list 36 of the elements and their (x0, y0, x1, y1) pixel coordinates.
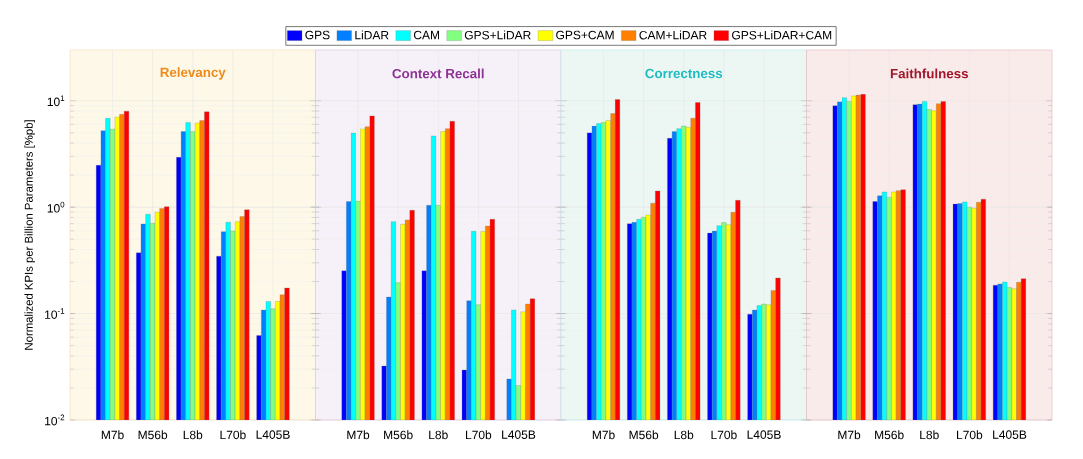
legend-label: GPS (305, 30, 330, 40)
x-tick-label: L8b (183, 430, 203, 440)
legend-label: LiDAR (355, 30, 389, 40)
x-tick-label: L405B (256, 430, 290, 439)
y-tick-label: 10$^{-2}$ (45, 414, 65, 426)
x-tick-label: L405B (502, 430, 536, 439)
x-tick-label: L8b (920, 430, 939, 440)
x-tick-label: M7b (838, 430, 861, 440)
text: Context Recall (392, 68, 484, 79)
x-tick-label: M7b (592, 430, 615, 440)
legend-label: CAM+LiDAR (639, 30, 707, 40)
x-tick-label: L8b (429, 430, 448, 440)
legend-label: GPS+LiDAR+CAM (732, 30, 832, 40)
x-tick-label: L70b (466, 430, 492, 440)
y-tick-label: 10$^{0}$ (47, 201, 65, 213)
x-tick-label: M56b (384, 430, 413, 440)
x-tick-label: M7b (101, 430, 124, 440)
x-tick-label: L70b (957, 430, 983, 440)
text: Relevancy (160, 67, 226, 80)
x-tick-label: L405B (993, 430, 1027, 439)
x-tick-label: L405B (747, 430, 781, 439)
x-tick-label: M56b (138, 430, 168, 440)
x-tick-label: L70b (711, 430, 737, 440)
y-axis-title: Normalized KPIs per Billion Parameters [%pb] (24, 120, 35, 350)
x-tick-label: M56b (875, 430, 904, 440)
text: Faithfulness (890, 68, 968, 79)
y-tick-label: 10$^{1}$ (47, 95, 65, 107)
legend-label: GPS+LiDAR (464, 30, 531, 40)
x-tick-label: L70b (220, 430, 246, 440)
legend-label: GPS+CAM (556, 30, 614, 40)
x-tick-label: M7b (347, 430, 370, 440)
legend-label: CAM (413, 30, 440, 40)
x-tick-label: M56b (629, 430, 659, 440)
y-tick-label: 10$^{-1}$ (45, 308, 65, 319)
x-tick-label: L8b (674, 430, 694, 440)
text: Correctness (645, 68, 723, 79)
